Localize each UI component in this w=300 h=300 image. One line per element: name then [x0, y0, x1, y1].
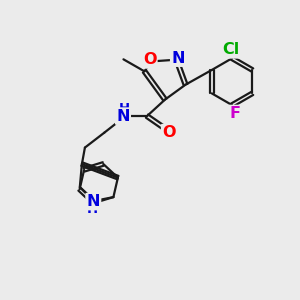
Text: N: N [171, 51, 185, 66]
Text: Cl: Cl [222, 42, 239, 57]
Text: N: N [87, 194, 100, 209]
Text: O: O [162, 125, 176, 140]
Text: F: F [230, 106, 241, 121]
Text: N: N [116, 109, 130, 124]
Text: O: O [143, 52, 156, 68]
Text: H: H [87, 203, 98, 216]
Text: H: H [118, 102, 130, 115]
